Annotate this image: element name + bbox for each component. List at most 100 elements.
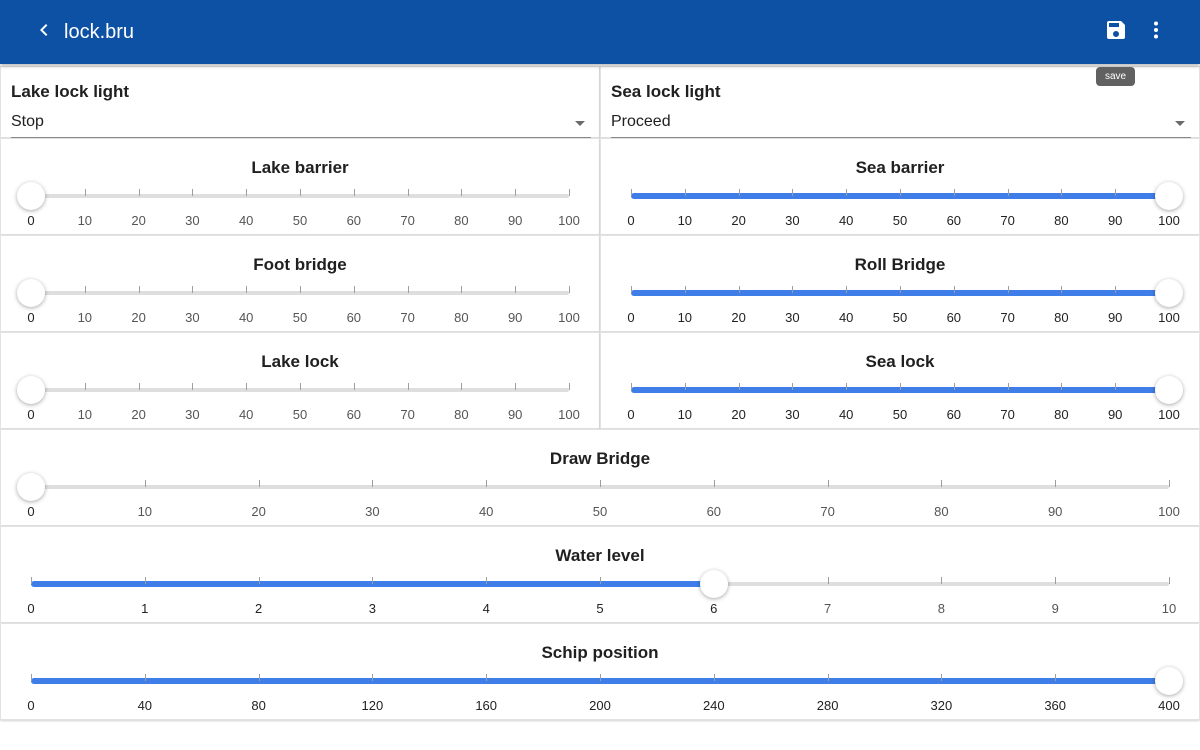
slider-title: Roll Bridge (854, 255, 946, 274)
tick-label: 10 (677, 407, 693, 422)
tick-label: 0 (627, 310, 635, 325)
tick-label: 90 (1107, 213, 1123, 228)
tick-label: 10 (137, 504, 153, 519)
slider-thumb[interactable] (1155, 667, 1183, 695)
tick-label: 0 (27, 213, 35, 228)
slider-card-water-level: Water level 0 1 2 3 4 5 6 7 8 9 10 (0, 526, 1200, 623)
tick-label: 10 (677, 213, 693, 228)
tick-label: 70 (400, 407, 415, 422)
select-value: Proceed (611, 113, 671, 130)
tick-label: 0 (627, 407, 635, 422)
tick-label: 60 (346, 213, 362, 228)
slider-tick (827, 577, 829, 584)
slider-tick (738, 286, 740, 293)
slider-tick (353, 383, 355, 390)
select-value: Stop (11, 113, 44, 130)
sea-lock-light-select[interactable]: Proceed (611, 109, 1191, 138)
slider-thumb[interactable] (17, 473, 45, 501)
tick-label: 50 (892, 407, 908, 422)
slider-tick (486, 577, 488, 584)
tick-label: 0 (27, 310, 35, 325)
tick-label: 40 (238, 213, 254, 228)
tick-label: 50 (292, 213, 308, 228)
slider-card-sea-lock: Sea lock 0 10 20 30 40 50 60 70 80 90 100 (600, 332, 1200, 429)
slider-tick (738, 383, 740, 390)
slider-thumb[interactable] (17, 376, 45, 404)
slider-tick (258, 480, 260, 487)
tick-label: 80 (454, 310, 469, 325)
tick-label: 40 (478, 504, 494, 519)
save-button[interactable] (1100, 16, 1132, 48)
tick-label: 20 (731, 213, 746, 228)
slider-fill (631, 290, 1169, 296)
tick-label: 200 (589, 698, 611, 713)
slider-card-lake-lock: Lake lock 0 10 20 30 40 50 60 70 80 90 100 (0, 332, 600, 429)
slider-track (31, 485, 1169, 489)
slider-thumb[interactable] (1155, 182, 1183, 210)
tick-label: 240 (702, 698, 725, 713)
tick-label: 30 (185, 310, 200, 325)
slider-title: Schip position (541, 643, 659, 662)
tick-label: 4 (482, 601, 490, 616)
slider-tick (900, 286, 901, 293)
slider-tick (792, 189, 794, 196)
slider-tick (600, 480, 601, 487)
slider-card-lake-barrier: Lake barrier 0 10 20 30 40 50 60 70 80 90 100 (0, 138, 600, 235)
slider-tick (569, 383, 570, 390)
slider-fill (631, 387, 1169, 393)
slider-tick (1115, 286, 1117, 293)
slider-tick (713, 480, 715, 487)
tick-label: 100 (1158, 504, 1180, 519)
tick-label: 60 (706, 504, 722, 519)
slider-tick (84, 383, 86, 390)
slider-fill (631, 193, 1169, 199)
lake-lock-light-select[interactable]: Stop (11, 109, 591, 138)
slider-thumb[interactable] (17, 279, 45, 307)
slider-tick (953, 286, 955, 293)
slider-thumb[interactable] (1155, 279, 1183, 307)
more-options-button[interactable] (1140, 16, 1172, 48)
tick-label: 10 (1161, 601, 1177, 616)
slider-tick (631, 286, 632, 293)
app-title: lock.bru (64, 21, 135, 43)
save-tooltip: save (1096, 67, 1135, 86)
tick-label: 20 (131, 213, 146, 228)
slider-thumb[interactable] (17, 182, 45, 210)
slider-tick (138, 383, 140, 390)
slider-tick (353, 189, 355, 196)
slider-tick (372, 674, 374, 681)
tick-label: 9 (1051, 601, 1059, 616)
slider-tick (192, 383, 194, 390)
slider-title: Water level (555, 546, 645, 565)
slider-tick (738, 189, 740, 196)
slider-tick (144, 674, 146, 681)
tick-label: 90 (507, 213, 523, 228)
slider-tick (1115, 189, 1117, 196)
slider-tick (461, 286, 463, 293)
slider-thumb[interactable] (1155, 376, 1183, 404)
slider-tick (31, 674, 32, 681)
tick-label: 50 (892, 213, 908, 228)
tick-label: 50 (292, 407, 308, 422)
slider-tick (631, 383, 632, 390)
slider-tick (144, 480, 146, 487)
slider-tick (372, 577, 374, 584)
back-button[interactable] (30, 18, 58, 46)
tick-label: 30 (185, 213, 200, 228)
slider-thumb[interactable] (699, 570, 728, 598)
slider-tick (84, 189, 86, 196)
slider-track (31, 291, 569, 295)
slider-tick (144, 577, 146, 584)
tick-label: 6 (710, 601, 718, 616)
tick-label: 20 (131, 407, 146, 422)
tick-label: 20 (251, 504, 266, 519)
slider-title: Lake barrier (251, 158, 349, 177)
tick-label: 10 (677, 310, 693, 325)
slider-title: Sea lock (865, 352, 935, 371)
tick-label: 60 (346, 310, 362, 325)
tick-label: 40 (838, 213, 854, 228)
slider-tick (900, 383, 901, 390)
slider-tick (31, 577, 32, 584)
slider-tick (1007, 286, 1009, 293)
tick-label: 3 (368, 601, 376, 616)
